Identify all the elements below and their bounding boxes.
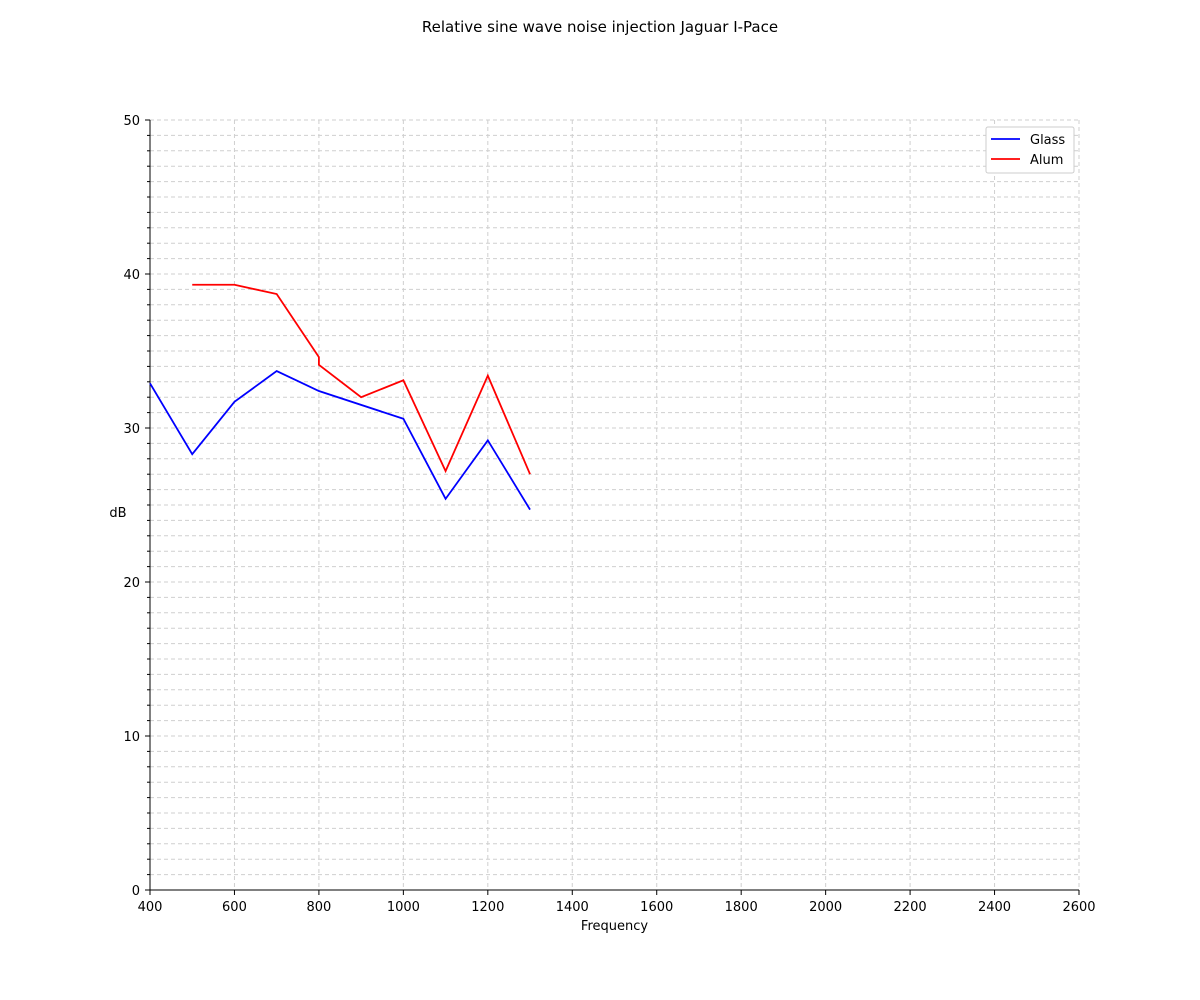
x-tick-label: 2400	[978, 900, 1011, 915]
x-tick-label: 2200	[894, 900, 927, 915]
x-axis-label: Frequency	[581, 919, 648, 934]
chart-title: Relative sine wave noise injection Jagua…	[422, 18, 778, 36]
y-tick-label: 10	[123, 730, 140, 745]
legend-label-alum: Alum	[1030, 153, 1063, 168]
axes: 400 600 800 1000 1200 1400 1600 1800 2000 2200 240…	[123, 114, 1095, 915]
x-tick-label: 1600	[640, 900, 673, 915]
x-tick-label: 1000	[387, 900, 420, 915]
x-tick-label: 600	[222, 900, 247, 915]
y-tick-label: 0	[132, 884, 140, 899]
series-line-glass	[149, 369, 531, 511]
x-tick-label: 1800	[725, 900, 758, 915]
series-lines	[149, 283, 531, 511]
x-tick-label: 800	[306, 900, 331, 915]
series-line-alum	[192, 283, 531, 475]
x-tick-label: 400	[138, 900, 163, 915]
y-tick-label: 40	[123, 268, 140, 283]
y-tick-label: 50	[123, 114, 140, 129]
grid	[150, 119, 1080, 890]
y-axis-label: dB	[109, 506, 126, 521]
x-tick-label: 2000	[809, 900, 842, 915]
x-tick-label: 1200	[471, 900, 504, 915]
x-tick-label: 2600	[1062, 900, 1095, 915]
legend: Glass Alum	[985, 126, 1075, 174]
y-tick-label: 20	[123, 576, 140, 591]
legend-label-glass: Glass	[1030, 133, 1065, 148]
x-tick-label: 1400	[556, 900, 589, 915]
y-tick-label: 30	[123, 422, 140, 437]
